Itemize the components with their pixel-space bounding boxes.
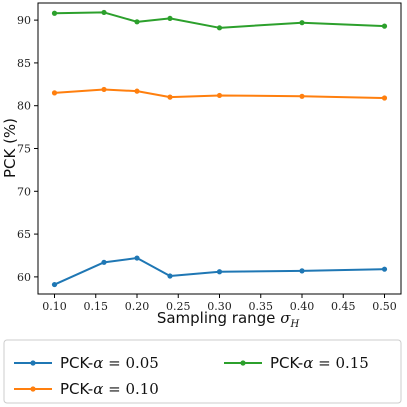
y-tick-label: 80	[17, 100, 31, 113]
x-tick-label: 0.25	[166, 300, 191, 313]
legend-label-prefix: PCK-	[270, 354, 303, 372]
data-point	[101, 86, 107, 93]
x-tick-label: 0.45	[331, 300, 356, 313]
series-1	[51, 255, 388, 288]
data-point	[167, 94, 173, 100]
y-axis: 60 65 70 75 80 85 90	[17, 14, 38, 284]
data-point	[51, 90, 58, 96]
x-tick-label: 0.20	[125, 300, 150, 313]
legend-label-symbol: α	[303, 354, 313, 372]
legend-label-value: = 0.15	[313, 354, 369, 372]
x-tick-label: 0.15	[84, 300, 109, 313]
data-point	[299, 20, 305, 26]
legend-item: PCK-α = 0.05	[14, 354, 159, 372]
x-tick-label: 0.50	[372, 300, 397, 313]
data-point	[216, 25, 223, 31]
legend-label-prefix: PCK-	[60, 354, 93, 372]
legend-item: PCK-α = 0.15	[224, 354, 369, 372]
x-tick-label: 0.30	[207, 300, 232, 313]
legend-label-symbol: α	[93, 354, 103, 372]
data-point	[134, 88, 140, 94]
legend-label: PCK-α = 0.05	[60, 354, 159, 372]
x-axis: 0.10 0.15 0.20 0.25 0.30 0.35 0.40 0.45 0.50	[42, 294, 397, 313]
y-tick-label: 75	[17, 143, 31, 156]
legend-marker	[30, 386, 36, 392]
x-axis-label-text: Sampling range	[157, 309, 280, 327]
x-tick-label: 0.40	[290, 300, 315, 313]
data-point	[381, 23, 388, 29]
series-2	[51, 86, 388, 101]
data-point	[134, 255, 140, 261]
data-point	[51, 281, 58, 288]
data-point	[299, 268, 305, 274]
y-tick-label: 60	[17, 271, 31, 284]
x-axis-label-subscript: H	[289, 319, 299, 330]
legend-label: PCK-α = 0.15	[270, 354, 369, 372]
series-layer	[51, 9, 388, 288]
data-point	[134, 19, 140, 25]
y-axis-label: PCK (%)	[1, 118, 19, 178]
legend-label-value: = 0.05	[103, 354, 159, 372]
legend-item: PCK-α = 0.10	[14, 380, 159, 398]
data-point	[299, 93, 305, 99]
legend-marker	[30, 360, 36, 366]
legend-label-prefix: PCK-	[60, 380, 93, 398]
data-point	[216, 92, 223, 99]
series-3	[51, 9, 388, 31]
y-tick-label: 90	[17, 14, 31, 27]
plot-area	[37, 2, 402, 295]
data-point	[381, 266, 388, 272]
x-axis-label: Sampling range σH	[157, 309, 300, 330]
legend-label-symbol: α	[93, 380, 103, 398]
data-point	[101, 259, 107, 265]
x-axis-label-symbol: σ	[280, 309, 291, 327]
data-point	[51, 10, 58, 16]
x-tick-label: 0.35	[249, 300, 274, 313]
y-tick-label: 70	[17, 185, 31, 198]
legend-marker	[240, 360, 246, 366]
data-point	[167, 273, 173, 279]
legend-label: PCK-α = 0.10	[60, 380, 159, 398]
y-tick-label: 65	[17, 228, 31, 241]
y-tick-label: 85	[17, 57, 31, 70]
legend-frame	[3, 339, 402, 404]
data-point	[101, 9, 107, 16]
legend-label-value: = 0.10	[103, 380, 159, 398]
data-point	[216, 269, 223, 275]
data-point	[381, 95, 388, 101]
x-tick-label: 0.10	[42, 300, 67, 313]
data-point	[167, 15, 173, 22]
